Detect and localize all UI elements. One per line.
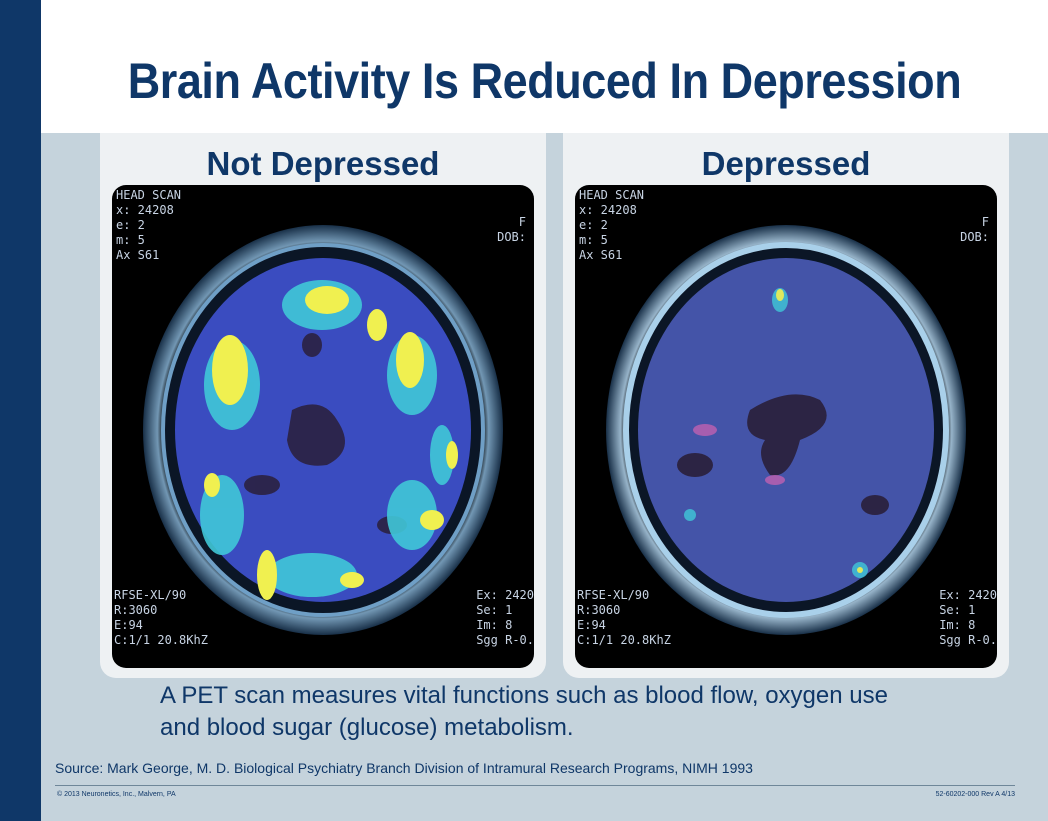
panel-label-depressed: Depressed [701,145,871,182]
scan-series-text: Ex: 2420 Se: 1 Im: 8 Sgg R-0. [476,588,534,647]
brain-scan-image-not-depressed [143,225,503,635]
left-accent-bar [0,0,41,821]
scan-patient-text: F DOB: [960,215,989,244]
footer-divider [55,785,1015,786]
caption-text: A PET scan measures vital functions such… [160,682,888,741]
slide-title: Brain Activity Is Reduced In Depression [127,53,962,109]
title-band [41,0,1048,133]
scan-patient-text: F DOB: [497,215,526,244]
brain-scan-image-depressed [606,225,966,635]
panel-depressed: Depressed [563,133,1009,678]
scan-header-text: HEAD SCAN x: 24208 e: 2 m: 5 Ax S61 [116,188,182,262]
pet-scan-depressed: HEAD SCAN x: 24208 e: 2 m: 5 Ax S61 F DO… [575,185,997,668]
panel-not-depressed: Not Depressed [100,133,546,678]
panel-label-not-depressed: Not Depressed [206,145,440,182]
copyright-text: © 2013 Neuronetics, Inc., Malvern, PA [57,791,176,798]
scan-series-text: Ex: 2420 Se: 1 Im: 8 Sgg R-0. [939,588,997,647]
source-citation: Source: Mark George, M. D. Biological Ps… [55,760,753,776]
pet-scan-not-depressed: HEAD SCAN x: 24208 e: 2 m: 5 Ax S61 F DO… [112,185,534,668]
scan-params-text: RFSE-XL/90 R:3060 E:94 C:1/1 20.8KhZ [577,588,671,647]
scan-header-text: HEAD SCAN x: 24208 e: 2 m: 5 Ax S61 [579,188,645,262]
scan-params-text: RFSE-XL/90 R:3060 E:94 C:1/1 20.8KhZ [114,588,208,647]
document-number: 52-60202-000 Rev A 4/13 [935,791,1015,798]
